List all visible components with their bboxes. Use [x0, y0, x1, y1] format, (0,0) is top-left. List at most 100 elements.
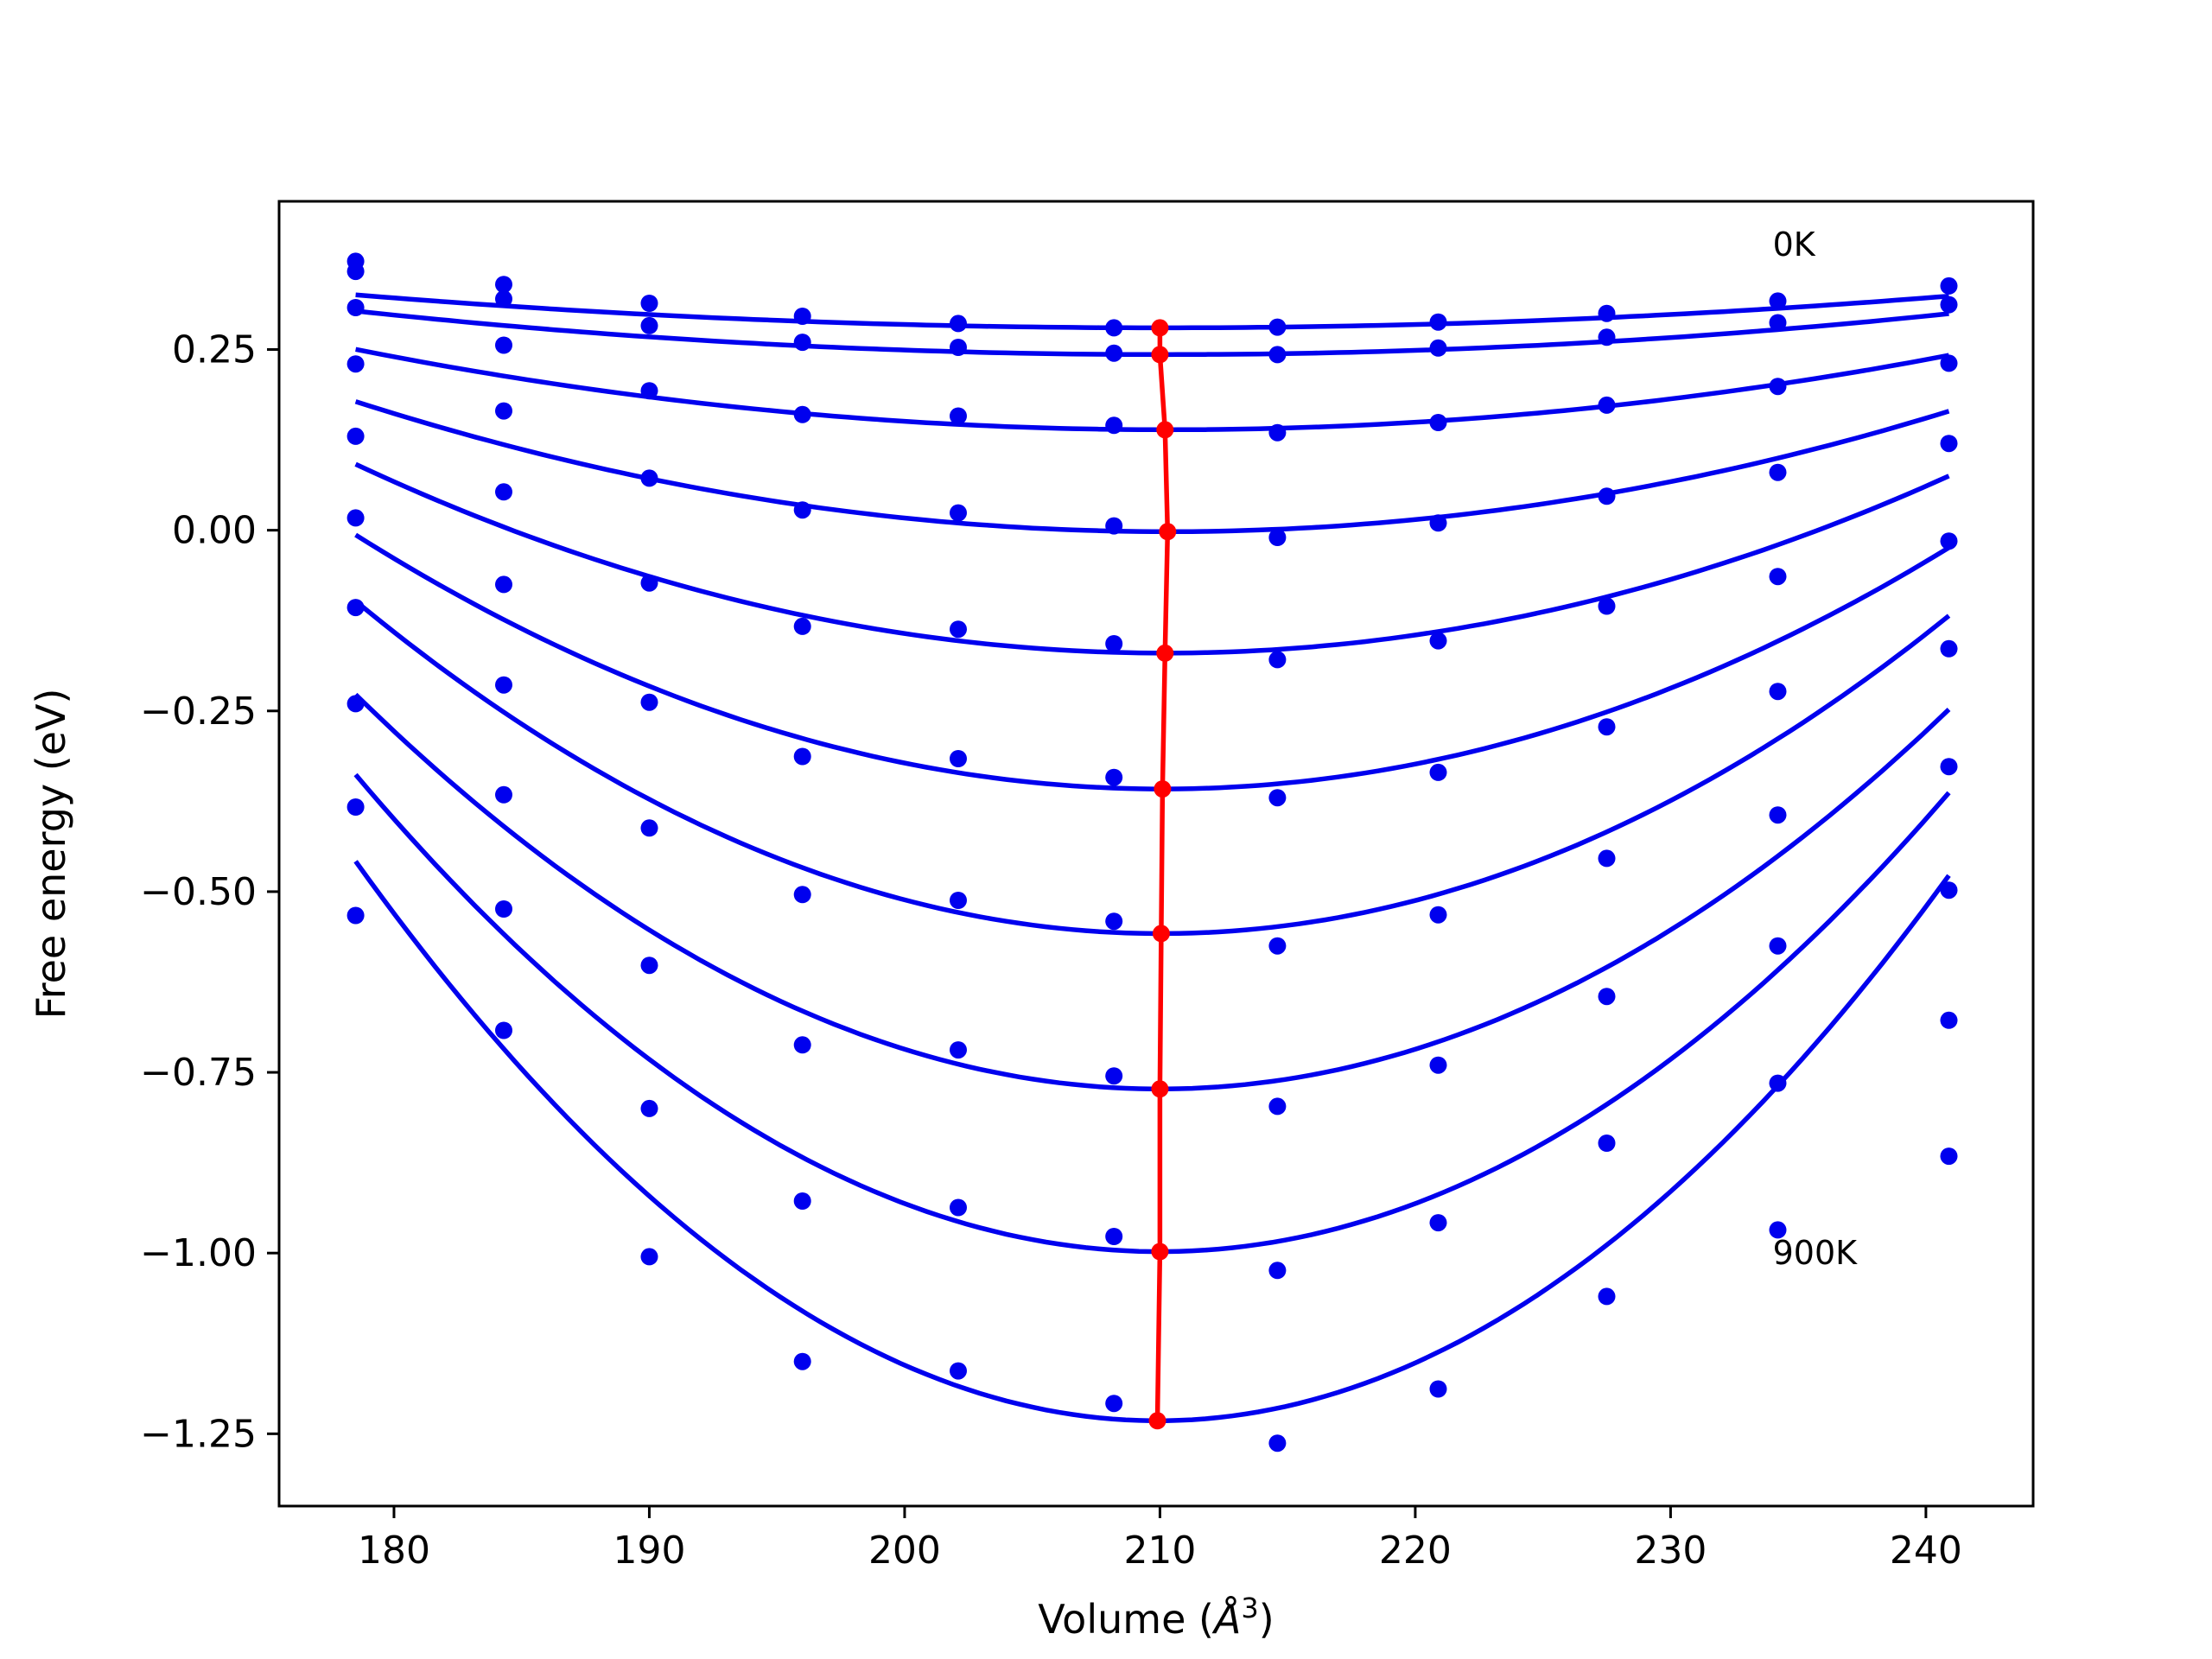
data-point: [793, 405, 811, 423]
data-point: [495, 402, 512, 420]
x-tick-label: 190: [613, 1529, 685, 1573]
data-point: [346, 427, 365, 445]
data-point: [1429, 339, 1447, 357]
data-point: [1940, 1011, 1958, 1029]
data-point: [1769, 683, 1787, 701]
data-point: [1598, 328, 1616, 346]
fit-curve-5: [354, 532, 1950, 791]
fit-curve-3: [354, 399, 1950, 535]
data-point: [1598, 304, 1616, 322]
y-axis-ticks: −1.25 −1.00 −0.75 −0.50 −0.25 0.00 0.25: [140, 327, 279, 1456]
data-point: [1429, 414, 1447, 431]
x-axis-label-sup: 3: [1241, 1592, 1258, 1624]
annotation-label: 0K: [1773, 226, 1816, 264]
data-point: [1598, 1287, 1616, 1306]
data-point: [793, 747, 811, 766]
data-point: [793, 1192, 811, 1210]
data-point: [950, 315, 967, 333]
data-point: [1268, 423, 1287, 442]
data-points: [346, 252, 1958, 1452]
data-point: [793, 1352, 811, 1370]
data-point: [495, 336, 512, 354]
y-tick-label: −1.25: [140, 1412, 257, 1456]
data-point: [640, 469, 658, 487]
y-tick-label: 0.00: [172, 509, 257, 553]
data-point: [1598, 849, 1616, 868]
data-point: [1940, 435, 1958, 453]
fit-curve-2: [355, 346, 1950, 433]
minimum-line-path: [1154, 327, 1171, 1421]
minimum-line: [1148, 319, 1177, 1430]
data-point: [640, 574, 658, 592]
data-point: [1940, 296, 1958, 314]
annotations: 0K 900K: [1773, 226, 1859, 1272]
data-point: [1769, 1074, 1787, 1092]
minimum-point: [1151, 346, 1169, 364]
data-point: [1105, 912, 1123, 931]
minimum-point: [1154, 780, 1172, 798]
y-tick-label: −1.00: [140, 1231, 257, 1275]
data-point: [793, 501, 811, 519]
data-point: [1105, 344, 1123, 362]
data-point: [1429, 763, 1447, 781]
minimum-point: [1152, 925, 1170, 943]
data-point: [1429, 514, 1447, 532]
x-tick-label: 240: [1890, 1529, 1962, 1573]
data-point: [1598, 988, 1616, 1006]
data-point: [1429, 632, 1447, 650]
data-point: [1769, 292, 1787, 310]
minimum-point: [1151, 319, 1169, 337]
data-point: [495, 289, 512, 308]
data-point: [640, 295, 658, 312]
data-point: [1105, 1067, 1123, 1085]
data-point: [1268, 529, 1287, 546]
x-tick-label: 200: [868, 1529, 941, 1573]
data-point: [346, 599, 365, 617]
data-point: [1268, 1434, 1287, 1452]
data-point: [640, 819, 658, 837]
data-point: [950, 892, 967, 909]
data-point: [1598, 718, 1616, 736]
data-point: [950, 339, 967, 356]
data-point: [1429, 906, 1447, 924]
minimum-point: [1151, 1080, 1169, 1098]
x-axis-label-text: Volume (: [1038, 1596, 1214, 1643]
data-point: [1598, 487, 1616, 505]
x-tick-label: 210: [1123, 1529, 1196, 1573]
data-point: [495, 276, 512, 294]
data-point: [346, 355, 365, 373]
data-point: [1940, 1147, 1958, 1166]
y-axis-label: Free energy (eV): [28, 689, 74, 1020]
data-point: [1268, 937, 1287, 955]
data-point: [495, 575, 512, 594]
data-point: [950, 750, 967, 767]
data-point: [1268, 651, 1287, 669]
data-point: [346, 695, 365, 713]
data-point: [950, 504, 967, 522]
x-axis-label-close: ): [1259, 1596, 1274, 1643]
data-point: [640, 382, 658, 400]
data-point: [1940, 532, 1958, 550]
data-point: [950, 1041, 967, 1059]
minimum-point: [1156, 644, 1174, 662]
data-point: [346, 509, 365, 527]
data-point: [1769, 937, 1787, 955]
data-point: [1769, 463, 1787, 481]
data-point: [1940, 881, 1958, 899]
data-point: [1429, 1214, 1447, 1232]
data-point: [1105, 1395, 1123, 1413]
data-point: [495, 676, 512, 694]
data-point: [1105, 517, 1123, 535]
data-point: [346, 906, 365, 925]
x-tick-label: 180: [358, 1529, 430, 1573]
data-point: [1598, 1135, 1616, 1152]
minimum-point: [1159, 523, 1177, 541]
data-point: [640, 316, 658, 334]
data-point: [1268, 1262, 1287, 1280]
data-point: [495, 900, 512, 918]
data-point: [1268, 318, 1287, 336]
minimum-point: [1151, 1243, 1169, 1261]
y-tick-label: −0.25: [140, 690, 257, 734]
